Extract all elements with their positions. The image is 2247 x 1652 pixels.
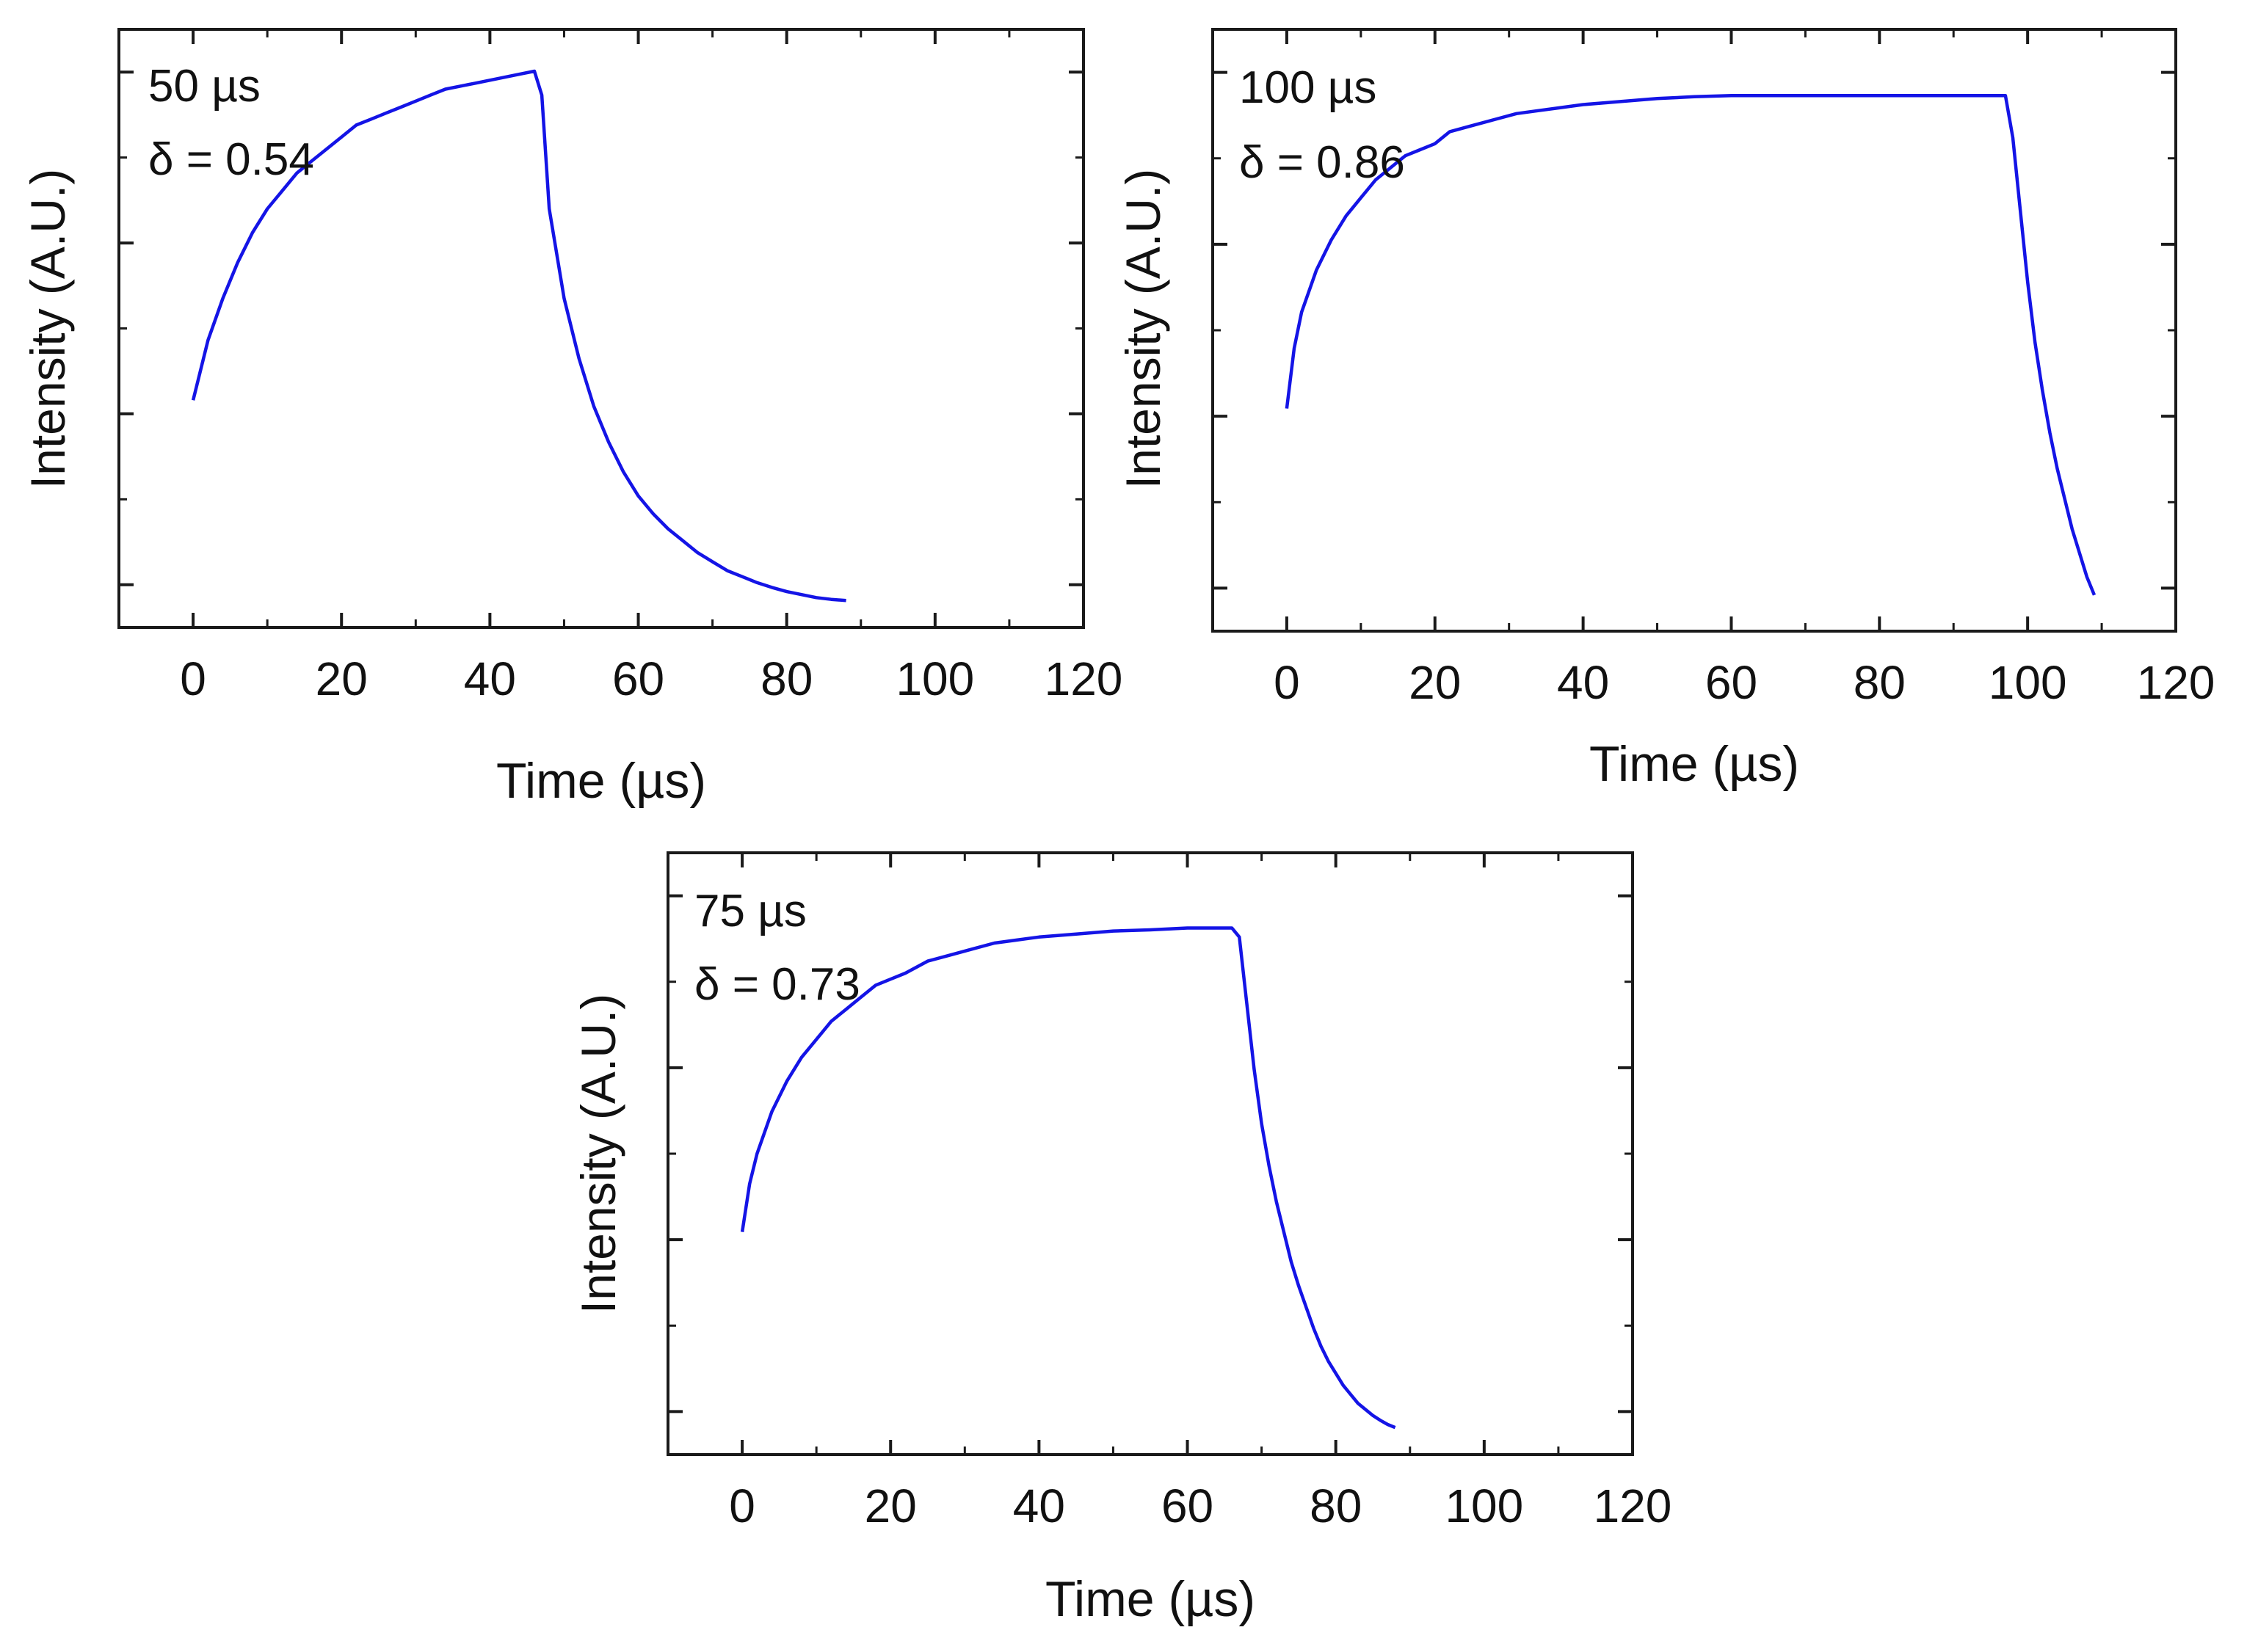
x-tick-label: 60 xyxy=(1161,1480,1213,1532)
x-tick-label: 120 xyxy=(2137,656,2215,709)
annotation-pulse-width: 75 µs xyxy=(694,886,807,936)
series-line xyxy=(1285,93,2097,596)
series-line xyxy=(740,926,1396,1430)
series-line xyxy=(191,69,846,603)
x-tick-label: 20 xyxy=(316,652,368,705)
chart-panel-100us: 0 20 40 60 80 100 120 100 µs δ = 0.86 Time (µs… xyxy=(1116,28,2215,792)
x-tick-label: 80 xyxy=(1310,1480,1362,1532)
x-tick-label: 80 xyxy=(761,652,813,705)
x-tick-label: 100 xyxy=(896,652,974,705)
x-tick-label: 120 xyxy=(1594,1480,1672,1532)
annotation-delta: δ = 0.54 xyxy=(148,134,314,185)
y-axis-label: Intensity (A.U.) xyxy=(571,994,625,1314)
x-axis-label: Time (µs) xyxy=(1589,736,1799,792)
y-ticks xyxy=(668,894,1633,1413)
x-tick-label: 120 xyxy=(1045,652,1123,705)
x-tick-label: 40 xyxy=(1013,1480,1065,1532)
chart-panel-75us: 0 20 40 60 80 100 120 75 µs δ = 0.73 Time (µs)… xyxy=(571,851,1671,1627)
x-tick-label: 60 xyxy=(612,652,664,705)
x-tick-label: 20 xyxy=(865,1480,917,1532)
x-tick-label: 60 xyxy=(1705,656,1757,709)
x-axis-label: Time (µs) xyxy=(1045,1571,1255,1627)
x-tick-label: 0 xyxy=(180,652,206,705)
y-ticks xyxy=(1213,70,2176,590)
y-axis-label: Intensity (A.U.) xyxy=(1116,169,1170,489)
x-tick-label: 0 xyxy=(729,1480,755,1532)
annotation-pulse-width: 50 µs xyxy=(148,61,261,112)
x-ticks: 0 20 40 60 80 100 120 xyxy=(1274,29,2215,709)
chart-panel-50us: 0 20 40 60 80 100 120 50 µs δ = 0.54 Time (µs)… xyxy=(21,28,1122,809)
x-tick-label: 40 xyxy=(1557,656,1609,709)
y-ticks xyxy=(119,70,1083,586)
x-tick-label: 40 xyxy=(464,652,516,705)
annotation-delta: δ = 0.73 xyxy=(694,959,860,1010)
x-axis-label: Time (µs) xyxy=(496,753,706,809)
x-tick-label: 20 xyxy=(1409,656,1461,709)
x-tick-label: 0 xyxy=(1274,656,1300,709)
x-ticks: 0 20 40 60 80 100 120 xyxy=(729,853,1671,1532)
x-tick-label: 80 xyxy=(1854,656,1906,709)
y-axis-label: Intensity (A.U.) xyxy=(21,169,75,489)
annotation-delta: δ = 0.86 xyxy=(1239,137,1405,188)
annotation-pulse-width: 100 µs xyxy=(1239,62,1376,113)
x-tick-label: 100 xyxy=(1989,656,2067,709)
x-ticks: 0 20 40 60 80 100 120 xyxy=(180,29,1122,705)
x-tick-label: 100 xyxy=(1445,1480,1523,1532)
